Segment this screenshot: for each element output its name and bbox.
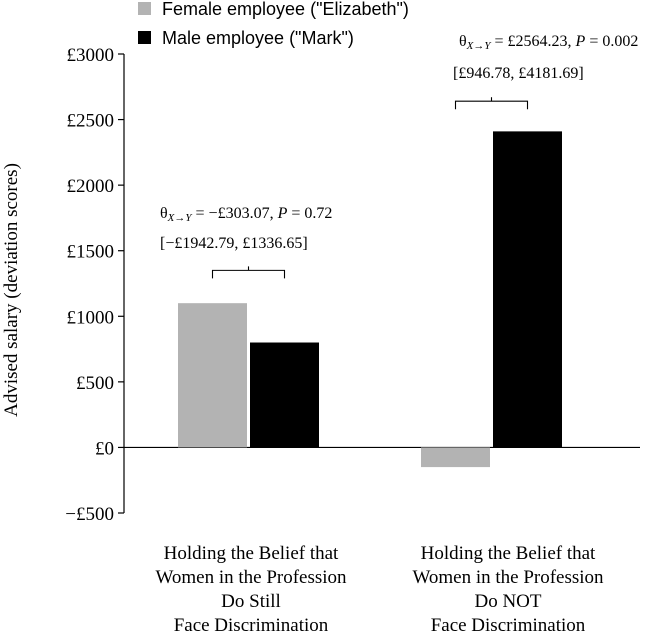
- effect-label: θX→Y = £2564.23, P = 0.002: [459, 33, 638, 52]
- category-label-line: Do Still: [221, 591, 281, 612]
- bar: [250, 342, 319, 448]
- category-label-line: Do NOT: [474, 591, 541, 612]
- bar: [421, 447, 490, 468]
- p-symbol: P: [575, 33, 586, 50]
- legend-swatch: [138, 2, 151, 15]
- bar: [178, 303, 247, 448]
- y-axis-label: Advised salary (deviation scores): [1, 163, 22, 417]
- effect-value: = −£303.07,: [192, 205, 278, 222]
- y-tick-label: −£500: [65, 504, 114, 525]
- y-axis-label-group: Advised salary (deviation scores): [1, 163, 22, 417]
- p-value: = 0.002: [585, 33, 638, 50]
- y-tick-label: £1000: [67, 307, 115, 328]
- category-label-line: Women in the Profession: [412, 567, 604, 588]
- y-tick-label: £2500: [67, 111, 115, 132]
- category-label-line: Holding the Belief that: [421, 543, 596, 564]
- theta-symbol: θ: [459, 33, 467, 50]
- significance-bracket: [454, 100, 529, 110]
- y-tick-label: £0: [95, 438, 114, 459]
- legend: Female employee ("Elizabeth") Male employ…: [138, 0, 409, 48]
- category-label-line: Face Discrimination: [174, 615, 329, 633]
- y-tick-label: £3000: [67, 45, 115, 66]
- annotations: θX→Y = −£303.07, P = 0.72[−£1942.79, £13…: [160, 33, 638, 279]
- legend-label: Male employee ("Mark"): [162, 28, 354, 48]
- category-label-line: Women in the Profession: [155, 567, 347, 588]
- bars: [178, 131, 562, 468]
- y-tick-label: £2000: [67, 176, 115, 197]
- legend-label: Female employee ("Elizabeth"): [162, 0, 409, 19]
- theta-subscript: X→Y: [466, 40, 493, 52]
- legend-swatch: [138, 31, 151, 44]
- significance-bracket: [211, 269, 286, 279]
- confidence-interval-label: [−£1942.79, £1336.65]: [160, 235, 308, 252]
- bar: [493, 131, 562, 448]
- category-label-line: Holding the Belief that: [164, 543, 339, 564]
- y-tick-label: £500: [76, 373, 114, 394]
- confidence-interval-label: [£946.78, £4181.69]: [453, 65, 584, 82]
- category-label-line: Face Discrimination: [431, 615, 586, 633]
- theta-subscript: X→Y: [167, 212, 194, 224]
- category-labels: Holding the Belief that Women in the Prof…: [155, 543, 604, 633]
- theta-symbol: θ: [160, 205, 168, 222]
- effect-label: θX→Y = −£303.07, P = 0.72: [160, 205, 332, 224]
- effect-value: = £2564.23,: [491, 33, 576, 50]
- y-tick-label: £1500: [67, 242, 115, 263]
- p-symbol: P: [277, 205, 288, 222]
- p-value: = 0.72: [287, 205, 332, 222]
- y-axis: £3000 £2500 £2000 £1500 £1000 £500 £0 −£500: [65, 45, 125, 525]
